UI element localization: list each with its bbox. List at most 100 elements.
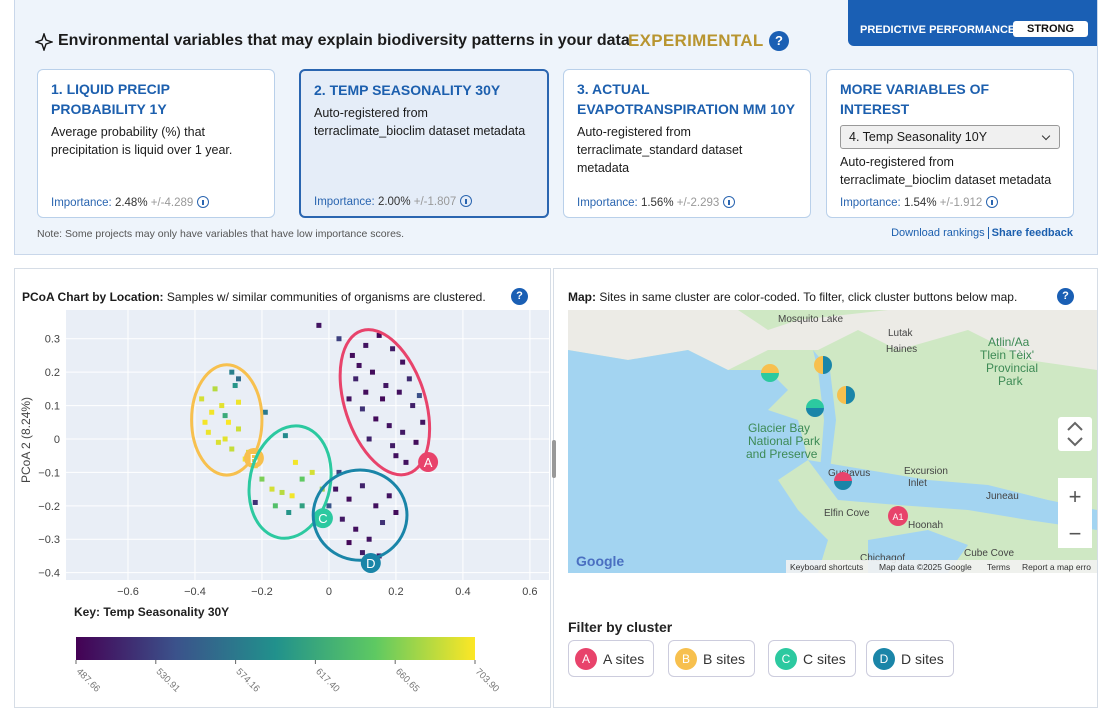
point [383,383,389,389]
place-label: Excursion [904,466,948,477]
filter-button[interactable]: A A sites [568,640,655,677]
help-button[interactable]: ? [1057,288,1074,305]
point [400,429,406,435]
card-title: MORE VARIABLES OF INTEREST [840,81,990,117]
filter-label: D sites [901,650,944,667]
filter-label: A sites [603,650,645,667]
point [386,423,392,429]
y-tick-label: −0.1 [38,467,60,479]
pie-markers [761,356,908,526]
importance: Importance: 1.54% +/-1.912 [840,196,999,209]
point [353,376,359,382]
place-label: Elfin Cove [824,508,870,519]
place-label: Park [998,374,1024,388]
map-title: Map: Sites in same cluster are color-cod… [568,290,1017,304]
colorbar-tick-label: 703.90 [473,666,501,694]
colorbar [76,637,475,660]
variable-card[interactable]: 3. ACTUAL EVAPOTRANSPIRATION MM 10Y Auto… [563,69,811,218]
x-tick-label: −0.6 [117,586,139,598]
point [410,403,416,409]
note: Note: Some projects may only have variab… [37,228,405,240]
point [299,503,305,509]
y-tick-label: −0.4 [38,568,60,580]
cluster-dot: C [775,647,797,670]
map-footer-text[interactable]: Keyboard shortcuts [790,562,863,572]
plot-area [66,310,549,580]
x-tick-label: −0.4 [184,586,206,598]
importance-error: +/-4.289 [150,197,194,209]
site-marker[interactable] [888,506,908,526]
point [366,436,372,442]
point [222,413,228,419]
info-icon[interactable] [986,196,999,208]
variable-card[interactable]: 1. LIQUID PRECIP PROBABILITY 1Y Average … [37,69,275,218]
importance-label: Importance: [840,197,901,209]
y-tick-label: −0.2 [38,501,60,513]
point [413,439,419,445]
place-label: National Park [748,434,821,448]
y-tick-label: −0.3 [38,534,60,546]
links: Download rankings Share feedback [891,227,1073,239]
map-footer-text[interactable]: Report a map erro [1022,562,1091,572]
point [386,493,392,499]
fullscreen-button[interactable] [1058,417,1092,451]
point [225,419,231,425]
card-title: 2. TEMP SEASONALITY 30Y [314,82,501,98]
point [359,483,365,489]
colorbar-tick-label: 487.66 [74,666,102,694]
point [363,389,369,395]
resize-handle[interactable] [552,440,556,478]
zoom-in[interactable]: + [1069,484,1082,509]
info-icon[interactable] [723,196,736,208]
x-tick-label: 0.6 [522,586,537,598]
card-description: Auto-registered from terraclimate_standa… [577,125,743,175]
point [346,396,352,402]
cluster-dot: A [575,647,597,670]
point [202,419,208,425]
info-icon[interactable] [197,196,210,208]
point [366,536,372,542]
point [363,342,369,348]
importance-error: +/-1.912 [939,197,983,209]
help-button[interactable]: ? [769,31,789,51]
importance-value: 2.48% [114,197,148,209]
point [236,376,241,382]
variable-select[interactable]: 4. Temp Seasonality 10Y [840,125,1060,149]
point [289,493,295,499]
zoom-out[interactable]: − [1069,521,1082,546]
filter-button[interactable]: B B sites [668,640,756,677]
cluster-label: D [366,556,375,571]
point [373,416,379,422]
point [406,376,412,382]
importance-label: Importance: [577,197,638,209]
feedback-link[interactable]: Share feedback [987,227,1073,239]
point [219,403,225,409]
filter-button[interactable]: D D sites [866,640,954,677]
point [316,322,322,328]
colorbar-tick-label: 660.65 [393,666,421,694]
place-label: Cube Cove [964,548,1014,559]
filter-button[interactable]: C C sites [768,640,856,677]
info-icon[interactable] [460,195,473,207]
point [400,359,406,365]
map-footer [786,560,1097,573]
point [349,352,355,358]
point [373,503,379,509]
point [229,369,235,375]
colorbar-tick-label: 574.16 [233,666,261,694]
card-title: 3. ACTUAL EVAPOTRANSPIRATION MM 10Y [577,81,796,117]
cluster-ellipse [311,468,409,562]
download-link[interactable]: Download rankings [891,227,985,239]
point [229,446,235,452]
variable-card[interactable]: 2. TEMP SEASONALITY 30Y Auto-registered … [299,69,549,218]
variable-card[interactable]: MORE VARIABLES OF INTEREST 4. Temp Seaso… [826,69,1074,218]
help-button[interactable]: ? [511,288,528,305]
y-tick-label: 0.3 [45,334,60,346]
zoom-controls[interactable] [1058,478,1092,548]
importance: Importance: 2.48% +/-4.289 [51,196,210,209]
pcoa-subtitle: Samples w/ similar communities of organi… [166,290,486,304]
map-footer-text: Map data ©2025 Google [879,562,972,572]
map-footer-text[interactable]: Terms [987,562,1010,572]
